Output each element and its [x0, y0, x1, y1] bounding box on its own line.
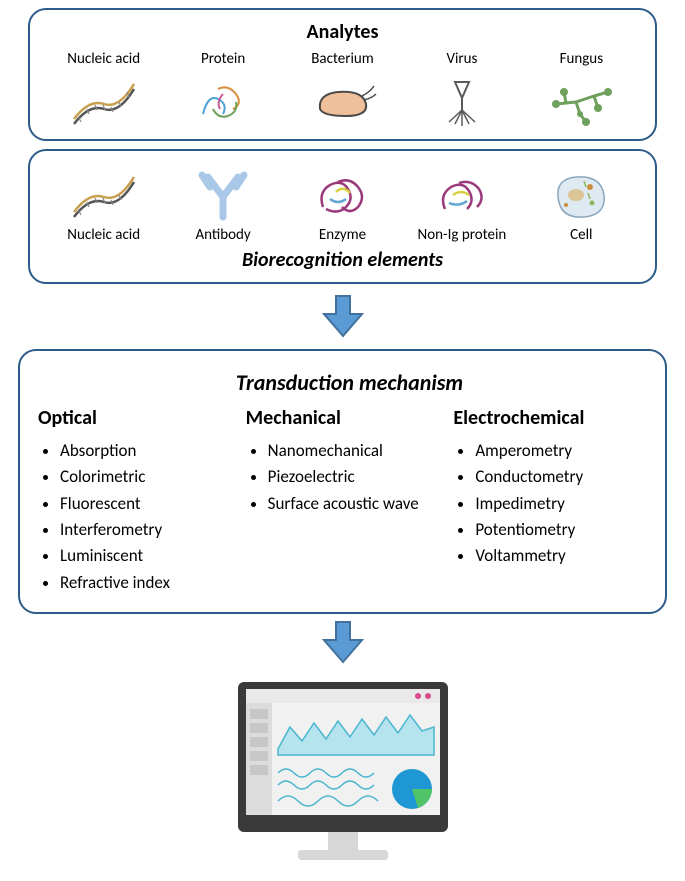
list-item: Impedimetry: [475, 491, 647, 517]
list-item: Refractive index: [60, 570, 232, 596]
biorec-item: Cell: [522, 167, 641, 244]
biorec-label: Enzyme: [319, 226, 366, 244]
electrochemical-list: Amperometry Conductometry Impedimetry Po…: [453, 438, 647, 570]
transduction-columns: Optical Absorption Colorimetric Fluoresc…: [38, 406, 647, 596]
list-item: Amperometry: [475, 438, 647, 464]
electrochemical-column: Electrochemical Amperometry Conductometr…: [453, 406, 647, 596]
analyte-item: Nucleic acid: [44, 50, 163, 129]
biorec-item: Enzyme: [283, 167, 402, 244]
list-item: Potentiometry: [475, 517, 647, 543]
antibody-icon: [188, 167, 258, 222]
list-item: Piezoelectric: [268, 464, 440, 490]
analyte-item: Virus: [402, 50, 521, 129]
list-item: Conductometry: [475, 464, 647, 490]
analyte-item: Bacterium: [283, 50, 402, 129]
biorecognition-row: Nucleic acid Antibody: [44, 167, 641, 244]
analytes-row: Nucleic acid Protein: [44, 50, 641, 129]
analyte-label: Protein: [201, 50, 245, 68]
analytes-panel: Analytes Nucleic acid Protein: [28, 8, 657, 141]
biorec-label: Non-Ig protein: [418, 226, 507, 244]
column-heading: Optical: [38, 406, 232, 430]
fungus-icon: [546, 74, 616, 129]
biorecognition-panel: Nucleic acid Antibody: [28, 149, 657, 284]
analyte-label: Nucleic acid: [67, 50, 140, 68]
analyte-item: Protein: [163, 50, 282, 129]
bacterium-icon: [308, 74, 378, 129]
arrow-2: [0, 618, 685, 671]
list-item: Fluorescent: [60, 491, 232, 517]
mechanical-list: Nanomechanical Piezoelectric Surface aco…: [246, 438, 440, 517]
transduction-title: Transduction mechanism: [52, 369, 647, 396]
protein-icon: [188, 74, 258, 129]
list-item: Absorption: [60, 438, 232, 464]
column-heading: Mechanical: [246, 406, 440, 430]
list-item: Interferometry: [60, 517, 232, 543]
biorec-label: Cell: [570, 226, 592, 244]
analytes-title: Analytes: [44, 20, 641, 44]
dna-icon: [69, 167, 139, 222]
analyte-item: Fungus: [522, 50, 641, 129]
list-item: Colorimetric: [60, 464, 232, 490]
monitor-icon: [228, 677, 458, 867]
analyte-label: Fungus: [560, 50, 603, 68]
down-arrow-icon: [318, 618, 368, 666]
optical-list: Absorption Colorimetric Fluorescent Inte…: [38, 438, 232, 596]
optical-column: Optical Absorption Colorimetric Fluoresc…: [38, 406, 232, 596]
column-heading: Electrochemical: [453, 406, 647, 430]
enzyme-icon: [308, 167, 378, 222]
biorec-item: Nucleic acid: [44, 167, 163, 244]
down-arrow-icon: [318, 292, 368, 340]
list-item: Luminiscent: [60, 543, 232, 569]
biorec-label: Nucleic acid: [67, 226, 140, 244]
list-item: Nanomechanical: [268, 438, 440, 464]
biorec-item: Non-Ig protein: [402, 167, 521, 244]
list-item: Surface acoustic wave: [268, 491, 440, 517]
list-item: Voltammetry: [475, 543, 647, 569]
dna-icon: [69, 74, 139, 129]
analyte-label: Virus: [446, 50, 477, 68]
transduction-panel: Transduction mechanism Optical Absorptio…: [18, 349, 667, 614]
mechanical-column: Mechanical Nanomechanical Piezoelectric …: [246, 406, 440, 596]
virus-icon: [427, 74, 497, 129]
cell-icon: [546, 167, 616, 222]
protein-icon: [427, 167, 497, 222]
analyte-label: Bacterium: [311, 50, 374, 68]
biorec-item: Antibody: [163, 167, 282, 244]
biorec-label: Antibody: [195, 226, 250, 244]
monitor-output: [0, 677, 685, 872]
biorecognition-title: Biorecognition elements: [44, 248, 641, 272]
arrow-1: [0, 292, 685, 345]
